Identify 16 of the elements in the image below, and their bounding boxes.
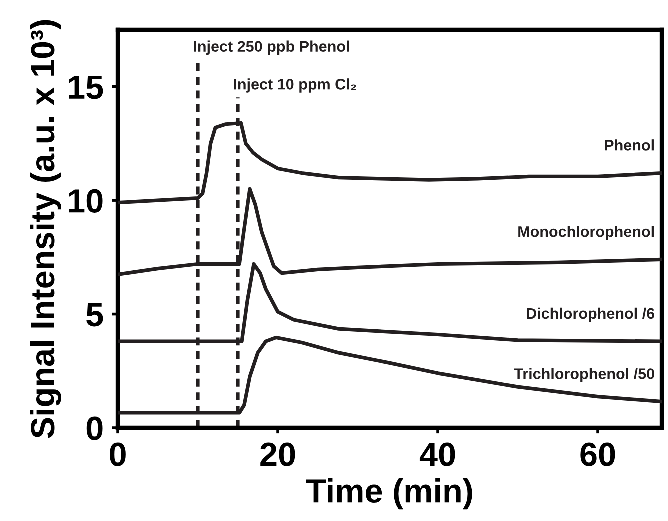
y-axis-title: Signal Intensity (a.u. x 10³) [30,20,62,438]
x-tick-label: 60 [580,442,616,466]
ref-line-label: Inject 10 ppm Cl₂ [234,78,356,93]
x-axis-title: Time (min) [306,478,472,510]
series-label: Phenol [605,140,654,151]
ref-line-label: Inject 250 ppb Phenol [194,40,350,56]
x-tick-label: 0 [110,442,126,466]
series-label: Trichlorophenol /50 [514,368,654,382]
series-label: Dichlorophenol /6 [527,308,655,322]
y-tick-label: 15 [69,76,104,100]
series-label: Monochlorophenol [518,226,654,240]
x-tick-label: 20 [260,442,296,466]
y-tick-label: 0 [86,416,103,440]
y-tick-label: 10 [69,189,103,213]
x-tick-label: 40 [420,442,456,466]
y-tick-label: 5 [86,303,104,327]
